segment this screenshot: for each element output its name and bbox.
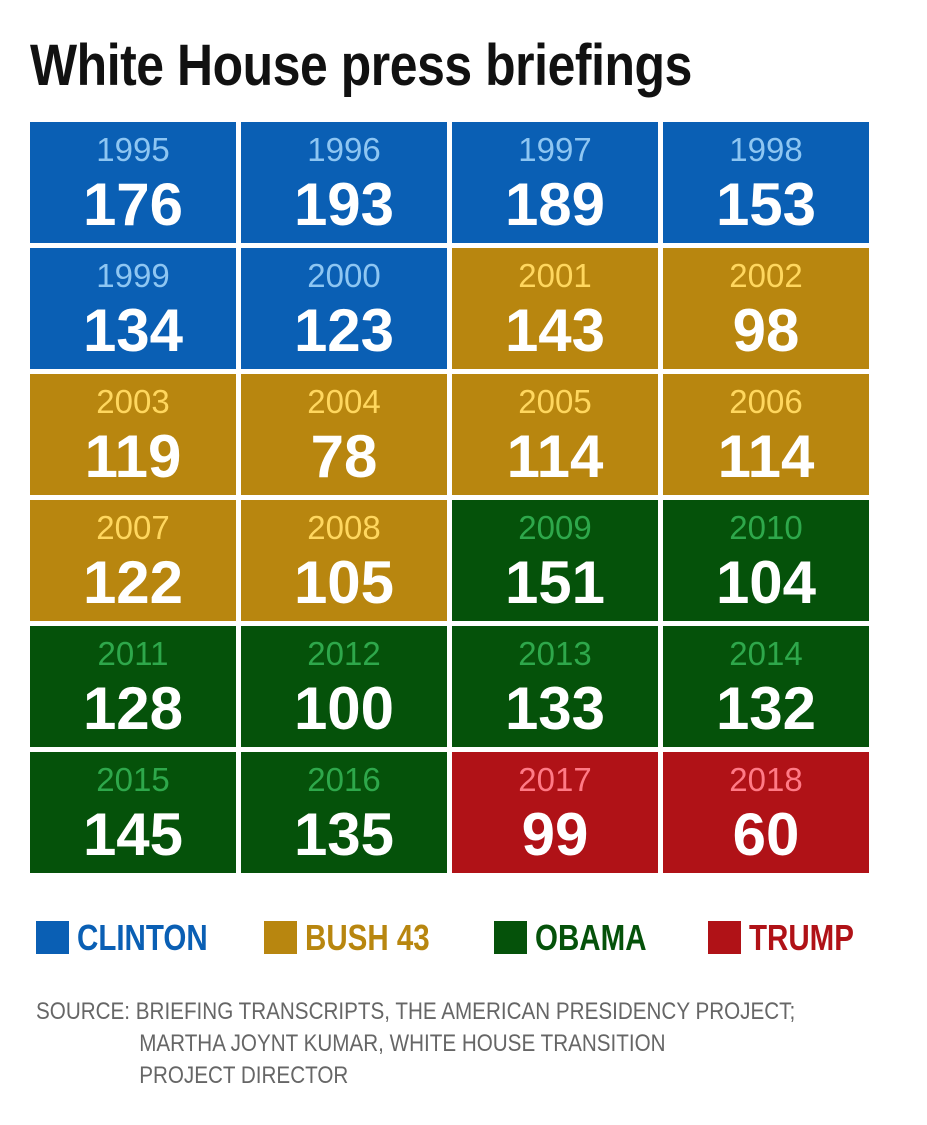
year-label: 1997 (518, 131, 592, 168)
year-cell: 2009 151 (452, 500, 658, 621)
year-cell: 2012 100 (241, 626, 447, 747)
briefing-count: 153 (715, 171, 817, 238)
source-line: MARTHA JOYNT KUMAR, WHITE HOUSE TRANSITI… (139, 1030, 666, 1057)
source-line: PROJECT DIRECTOR (139, 1062, 349, 1089)
briefing-count: 122 (82, 549, 184, 616)
briefing-count: 193 (293, 171, 395, 238)
briefing-count: 151 (504, 549, 606, 616)
year-cell: 2008 105 (241, 500, 447, 621)
year-label: 2017 (518, 761, 592, 798)
year-cell: 2002 98 (663, 248, 869, 369)
briefing-count: 114 (506, 423, 604, 490)
year-label: 2002 (729, 257, 803, 294)
year-cell: 2010 104 (663, 500, 869, 621)
briefing-count: 100 (293, 675, 395, 742)
year-cell: 2001 143 (452, 248, 658, 369)
year-label: 2009 (518, 509, 592, 546)
year-cell: 1998 153 (663, 122, 869, 243)
briefing-count: 133 (504, 675, 606, 742)
year-label: 2005 (518, 383, 592, 420)
legend-swatch (264, 921, 297, 954)
chart-title: White House press briefings (30, 33, 692, 98)
year-cell: 2000 123 (241, 248, 447, 369)
briefing-count: 123 (293, 297, 395, 364)
year-label: 2001 (518, 257, 592, 294)
year-label: 2013 (518, 635, 592, 672)
briefing-count: 119 (84, 423, 182, 490)
year-label: 1999 (96, 257, 170, 294)
year-cell: 2005 114 (452, 374, 658, 495)
legend-swatch (36, 921, 69, 954)
year-cell: 1999 134 (30, 248, 236, 369)
briefing-count: 128 (82, 675, 184, 742)
briefing-count: 104 (715, 549, 817, 616)
briefing-count: 135 (293, 801, 395, 868)
briefing-count: 114 (717, 423, 815, 490)
briefing-count: 98 (732, 297, 800, 364)
source-note: SOURCE: BRIEFING TRANSCRIPTS, THE AMERIC… (36, 996, 795, 1092)
year-label: 2003 (96, 383, 170, 420)
year-label: 2016 (307, 761, 381, 798)
year-label: 2011 (97, 635, 169, 672)
legend-label: OBAMA (535, 917, 647, 958)
year-label: 2018 (729, 761, 803, 798)
year-label: 2015 (96, 761, 170, 798)
briefing-count: 145 (82, 801, 184, 868)
year-label: 1995 (96, 131, 170, 168)
year-label: 2012 (307, 635, 381, 672)
briefing-count: 134 (82, 297, 184, 364)
briefing-count: 105 (293, 549, 395, 616)
briefing-count: 176 (82, 171, 184, 238)
year-cell: 2006 114 (663, 374, 869, 495)
year-cell: 2016 135 (241, 752, 447, 873)
year-label: 2004 (307, 383, 381, 420)
source-line: SOURCE: BRIEFING TRANSCRIPTS, THE AMERIC… (36, 998, 796, 1025)
year-label: 2010 (729, 509, 803, 546)
briefing-count: 78 (310, 423, 378, 490)
year-cell: 2004 78 (241, 374, 447, 495)
briefing-count: 189 (504, 171, 606, 238)
year-cell: 2011 128 (30, 626, 236, 747)
year-cell: 2007 122 (30, 500, 236, 621)
legend-swatch (494, 921, 527, 954)
year-label: 2014 (729, 635, 803, 672)
year-cell: 2014 132 (663, 626, 869, 747)
legend-label: CLINTON (77, 917, 208, 958)
year-cell: 1996 193 (241, 122, 447, 243)
year-cell: 2015 145 (30, 752, 236, 873)
briefing-count: 60 (732, 801, 800, 868)
year-label: 1998 (729, 131, 803, 168)
briefing-count: 132 (715, 675, 817, 742)
legend-swatch (708, 921, 741, 954)
year-cell: 1997 189 (452, 122, 658, 243)
year-label: 2007 (96, 509, 170, 546)
year-label: 2000 (307, 257, 381, 294)
legend-label: BUSH 43 (305, 917, 430, 958)
year-label: 2006 (729, 383, 803, 420)
year-cell: 2018 60 (663, 752, 869, 873)
year-cell: 2003 119 (30, 374, 236, 495)
legend-label: TRUMP (749, 917, 854, 958)
year-cell: 2013 133 (452, 626, 658, 747)
briefing-count: 99 (521, 801, 589, 868)
year-label: 2008 (307, 509, 381, 546)
year-cell: 2017 99 (452, 752, 658, 873)
year-label: 1996 (307, 131, 381, 168)
briefing-count: 143 (504, 297, 606, 364)
year-cell: 1995 176 (30, 122, 236, 243)
